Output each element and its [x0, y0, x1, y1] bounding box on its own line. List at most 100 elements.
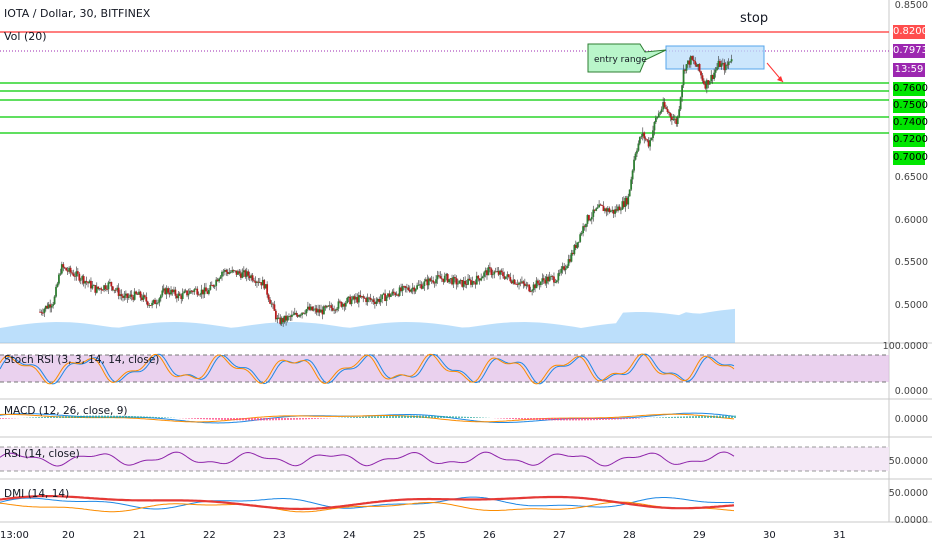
candle-body — [340, 301, 343, 307]
candle-body — [260, 282, 263, 286]
candle-body — [189, 290, 191, 294]
candle-body — [669, 113, 672, 117]
candle-body — [186, 290, 188, 296]
candle-body — [224, 270, 226, 272]
candle-body — [685, 64, 688, 71]
candle-body — [216, 279, 219, 282]
candle-body — [256, 281, 258, 283]
support-tag: 0.7200 — [893, 133, 928, 147]
stop-price-tag: 0.8200 — [893, 25, 928, 39]
candle-body — [537, 280, 539, 284]
candle-body — [465, 284, 468, 285]
price-tick: 0.6500 — [894, 172, 928, 183]
candle-body — [625, 197, 628, 205]
candle-body — [675, 118, 678, 124]
candle-body — [439, 276, 442, 279]
candle-body — [42, 312, 44, 314]
candle-body — [682, 69, 685, 86]
candle-body — [203, 287, 206, 295]
candle-body — [429, 278, 432, 281]
adx-line — [0, 495, 735, 511]
candle-body — [304, 313, 306, 315]
candle-body — [285, 315, 287, 321]
candle-body — [245, 271, 248, 277]
candle-body — [299, 314, 302, 316]
candle-body — [577, 241, 580, 243]
candle-body — [68, 267, 71, 272]
candle-body — [609, 210, 612, 213]
candle-body — [123, 295, 126, 298]
candle-body — [317, 309, 319, 313]
candle-body — [484, 270, 487, 273]
candle-body — [564, 268, 567, 271]
candle-body — [574, 244, 577, 248]
candle-body — [507, 274, 510, 278]
x-tick: 27 — [553, 530, 566, 541]
candle-body — [382, 293, 385, 295]
candle-body — [47, 304, 50, 309]
candle-body — [218, 278, 220, 282]
candle-body — [74, 276, 76, 277]
candle-body — [695, 64, 698, 67]
candle-body — [97, 286, 100, 289]
candle-body — [231, 269, 234, 273]
candle-body — [92, 285, 95, 286]
macd-label: MACD (12, 26, close, 9) — [4, 405, 128, 417]
candle-body — [277, 317, 280, 319]
candle-body — [593, 209, 596, 211]
candle-body — [513, 279, 516, 284]
candle-body — [298, 315, 301, 317]
price-tick: 0.8500 — [894, 0, 928, 11]
candle-body — [548, 276, 551, 282]
candle-body — [368, 297, 370, 299]
candle-body — [455, 278, 458, 285]
candle-body — [276, 317, 279, 320]
candle-body — [229, 272, 232, 274]
candle-body — [334, 309, 337, 311]
candle-body — [480, 278, 483, 281]
candle-body — [50, 305, 53, 308]
candle-body — [344, 302, 347, 307]
candle-body — [671, 116, 673, 121]
candle-body — [251, 275, 254, 281]
candle-body — [525, 284, 528, 286]
candle-body — [135, 291, 137, 294]
candle-body — [349, 296, 352, 305]
candle-body — [311, 306, 314, 311]
candle-body — [689, 56, 692, 65]
candle-body — [215, 279, 218, 286]
candle-body — [541, 278, 544, 282]
candle-body — [350, 299, 353, 305]
rsi-tick-50: 50.0000 — [888, 456, 928, 467]
candle-body — [357, 295, 360, 303]
candle-body — [56, 283, 59, 287]
candle-body — [641, 132, 644, 137]
candle-body — [328, 305, 331, 307]
candle-body — [652, 130, 654, 139]
candle-body — [583, 226, 586, 228]
candle-body — [76, 271, 79, 274]
candle-body — [697, 64, 700, 67]
candle-body — [168, 292, 171, 295]
candle-body — [694, 61, 697, 65]
candle-body — [232, 269, 235, 271]
candle-body — [451, 278, 453, 285]
candle-body — [567, 259, 570, 266]
candle-body — [423, 281, 426, 287]
candle-body — [413, 287, 416, 292]
candle-body — [490, 268, 493, 275]
candle-body — [487, 267, 490, 276]
candle-body — [687, 60, 689, 65]
candle-body — [114, 289, 117, 291]
candle-body — [53, 296, 56, 305]
candle-body — [551, 276, 554, 277]
candle-body — [395, 294, 398, 296]
x-tick: 13:00 — [0, 530, 29, 541]
candle-body — [435, 279, 437, 284]
candle-body — [410, 289, 413, 292]
candle-body — [452, 277, 455, 285]
candle-body — [327, 305, 330, 307]
candle-body — [279, 317, 282, 324]
